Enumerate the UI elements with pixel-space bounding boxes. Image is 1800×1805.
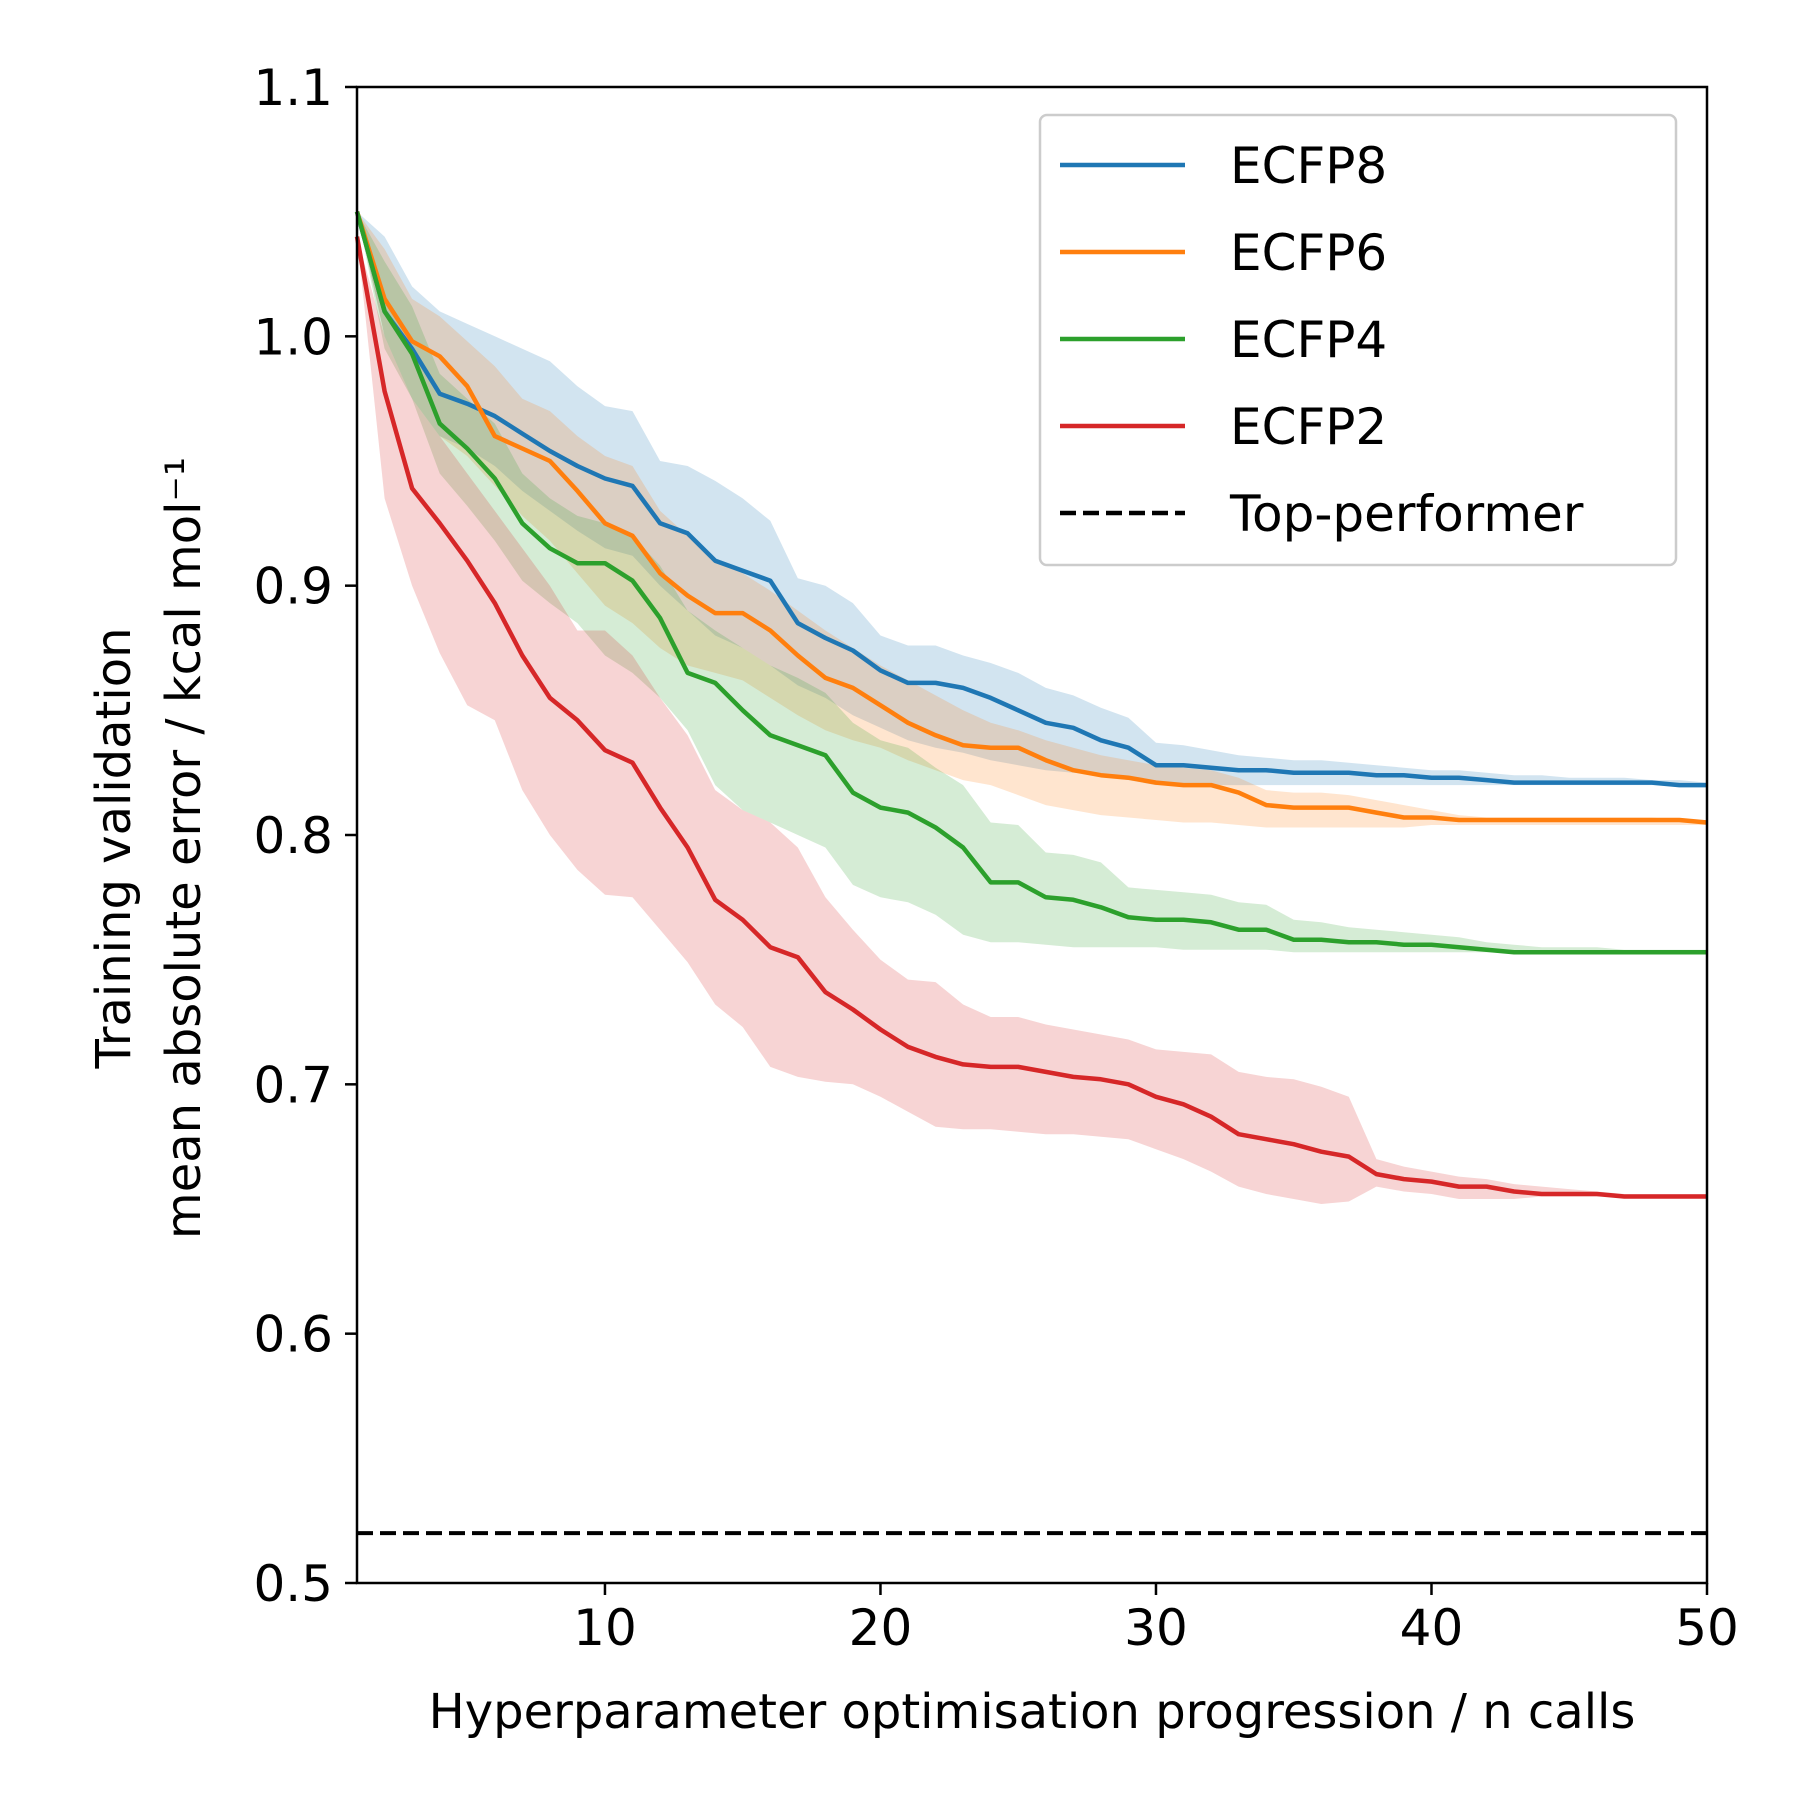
band-ecfp8	[357, 211, 1707, 786]
line-ecfp4	[354, 211, 1707, 955]
x-axis: 10 20 30 40 50	[573, 1583, 1739, 1657]
y-tick-label-4: 0.9	[253, 558, 333, 616]
x-tick-label-10: 10	[573, 1599, 637, 1657]
band-ecfp2	[357, 236, 1707, 1205]
series-lines	[354, 211, 1708, 1199]
confidence-bands	[357, 211, 1707, 1205]
legend-label-ecfp4: ECFP4	[1230, 311, 1387, 369]
y-tick-label-3: 0.8	[253, 807, 333, 865]
x-tick-label-30: 30	[1124, 1599, 1188, 1657]
line-ecfp6	[354, 211, 1708, 825]
y-axis-label-line-2: mean absolute error / kcal mol⁻¹	[156, 457, 212, 1239]
x-tick-label-50: 50	[1675, 1599, 1739, 1657]
y-tick-label-6: 1.1	[253, 59, 333, 117]
y-tick-label-0: 0.5	[253, 1555, 333, 1613]
y-tick-label-5: 1.0	[253, 308, 333, 366]
legend-label-ecfp6: ECFP6	[1230, 224, 1387, 282]
legend: ECFP8 ECFP6 ECFP4 ECFP2 Top-performer	[1038, 113, 1678, 567]
legend-box	[1038, 113, 1678, 567]
x-axis-label: Hyperparameter optimisation progression …	[429, 1684, 1636, 1740]
y-tick-label-1: 0.6	[253, 1306, 333, 1364]
legend-label-ecfp8: ECFP8	[1230, 137, 1387, 195]
band-ecfp4	[357, 211, 1707, 953]
y-tick-label-2: 0.7	[253, 1056, 333, 1114]
band-ecfp6	[357, 211, 1707, 828]
legend-label-ecfp2: ECFP2	[1230, 398, 1387, 456]
y-axis-label-line-1: Training validation	[86, 628, 142, 1070]
line-ecfp2	[354, 236, 1707, 1199]
x-tick-label-20: 20	[849, 1599, 913, 1657]
y-axis: 0.5 0.6 0.7 0.8 0.9 1.0 1.1	[253, 59, 357, 1613]
x-tick-label-40: 40	[1400, 1599, 1464, 1657]
line-ecfp8	[354, 211, 1707, 788]
legend-label-top-performer: Top-performer	[1229, 485, 1584, 543]
